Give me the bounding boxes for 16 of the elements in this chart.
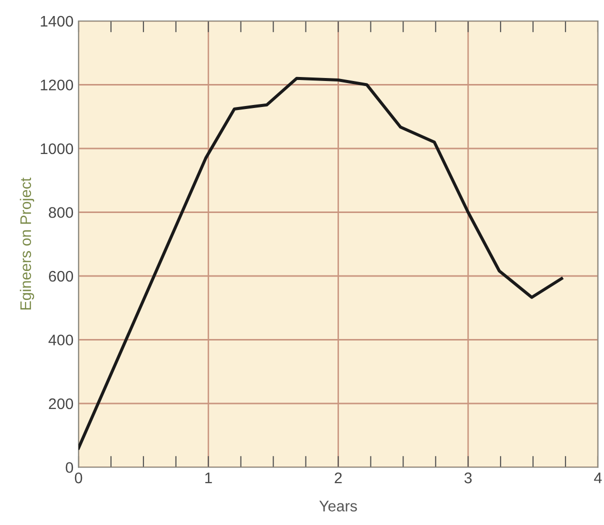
- y-tick-label: 0: [66, 462, 74, 473]
- x-axis-title: Years: [319, 500, 357, 512]
- x-tick-label: 2: [334, 472, 342, 484]
- y-tick-label: 400: [48, 334, 74, 346]
- x-tick-label: 1: [205, 472, 212, 484]
- y-axis-title: Egineers on Project: [20, 178, 34, 310]
- line-series: [78, 76, 564, 450]
- y-tick-label: 1000: [40, 143, 74, 154]
- x-tick-label: 4: [594, 472, 602, 484]
- y-tick-label: 1400: [40, 16, 74, 27]
- x-tick-label: 0: [74, 472, 82, 484]
- y-tick-label: 600: [48, 270, 74, 282]
- y-tick-label: 200: [48, 398, 74, 410]
- y-tick-label: 800: [48, 207, 74, 218]
- x-tick-label: 3: [464, 472, 472, 484]
- y-tick-label: 1200: [40, 80, 74, 90]
